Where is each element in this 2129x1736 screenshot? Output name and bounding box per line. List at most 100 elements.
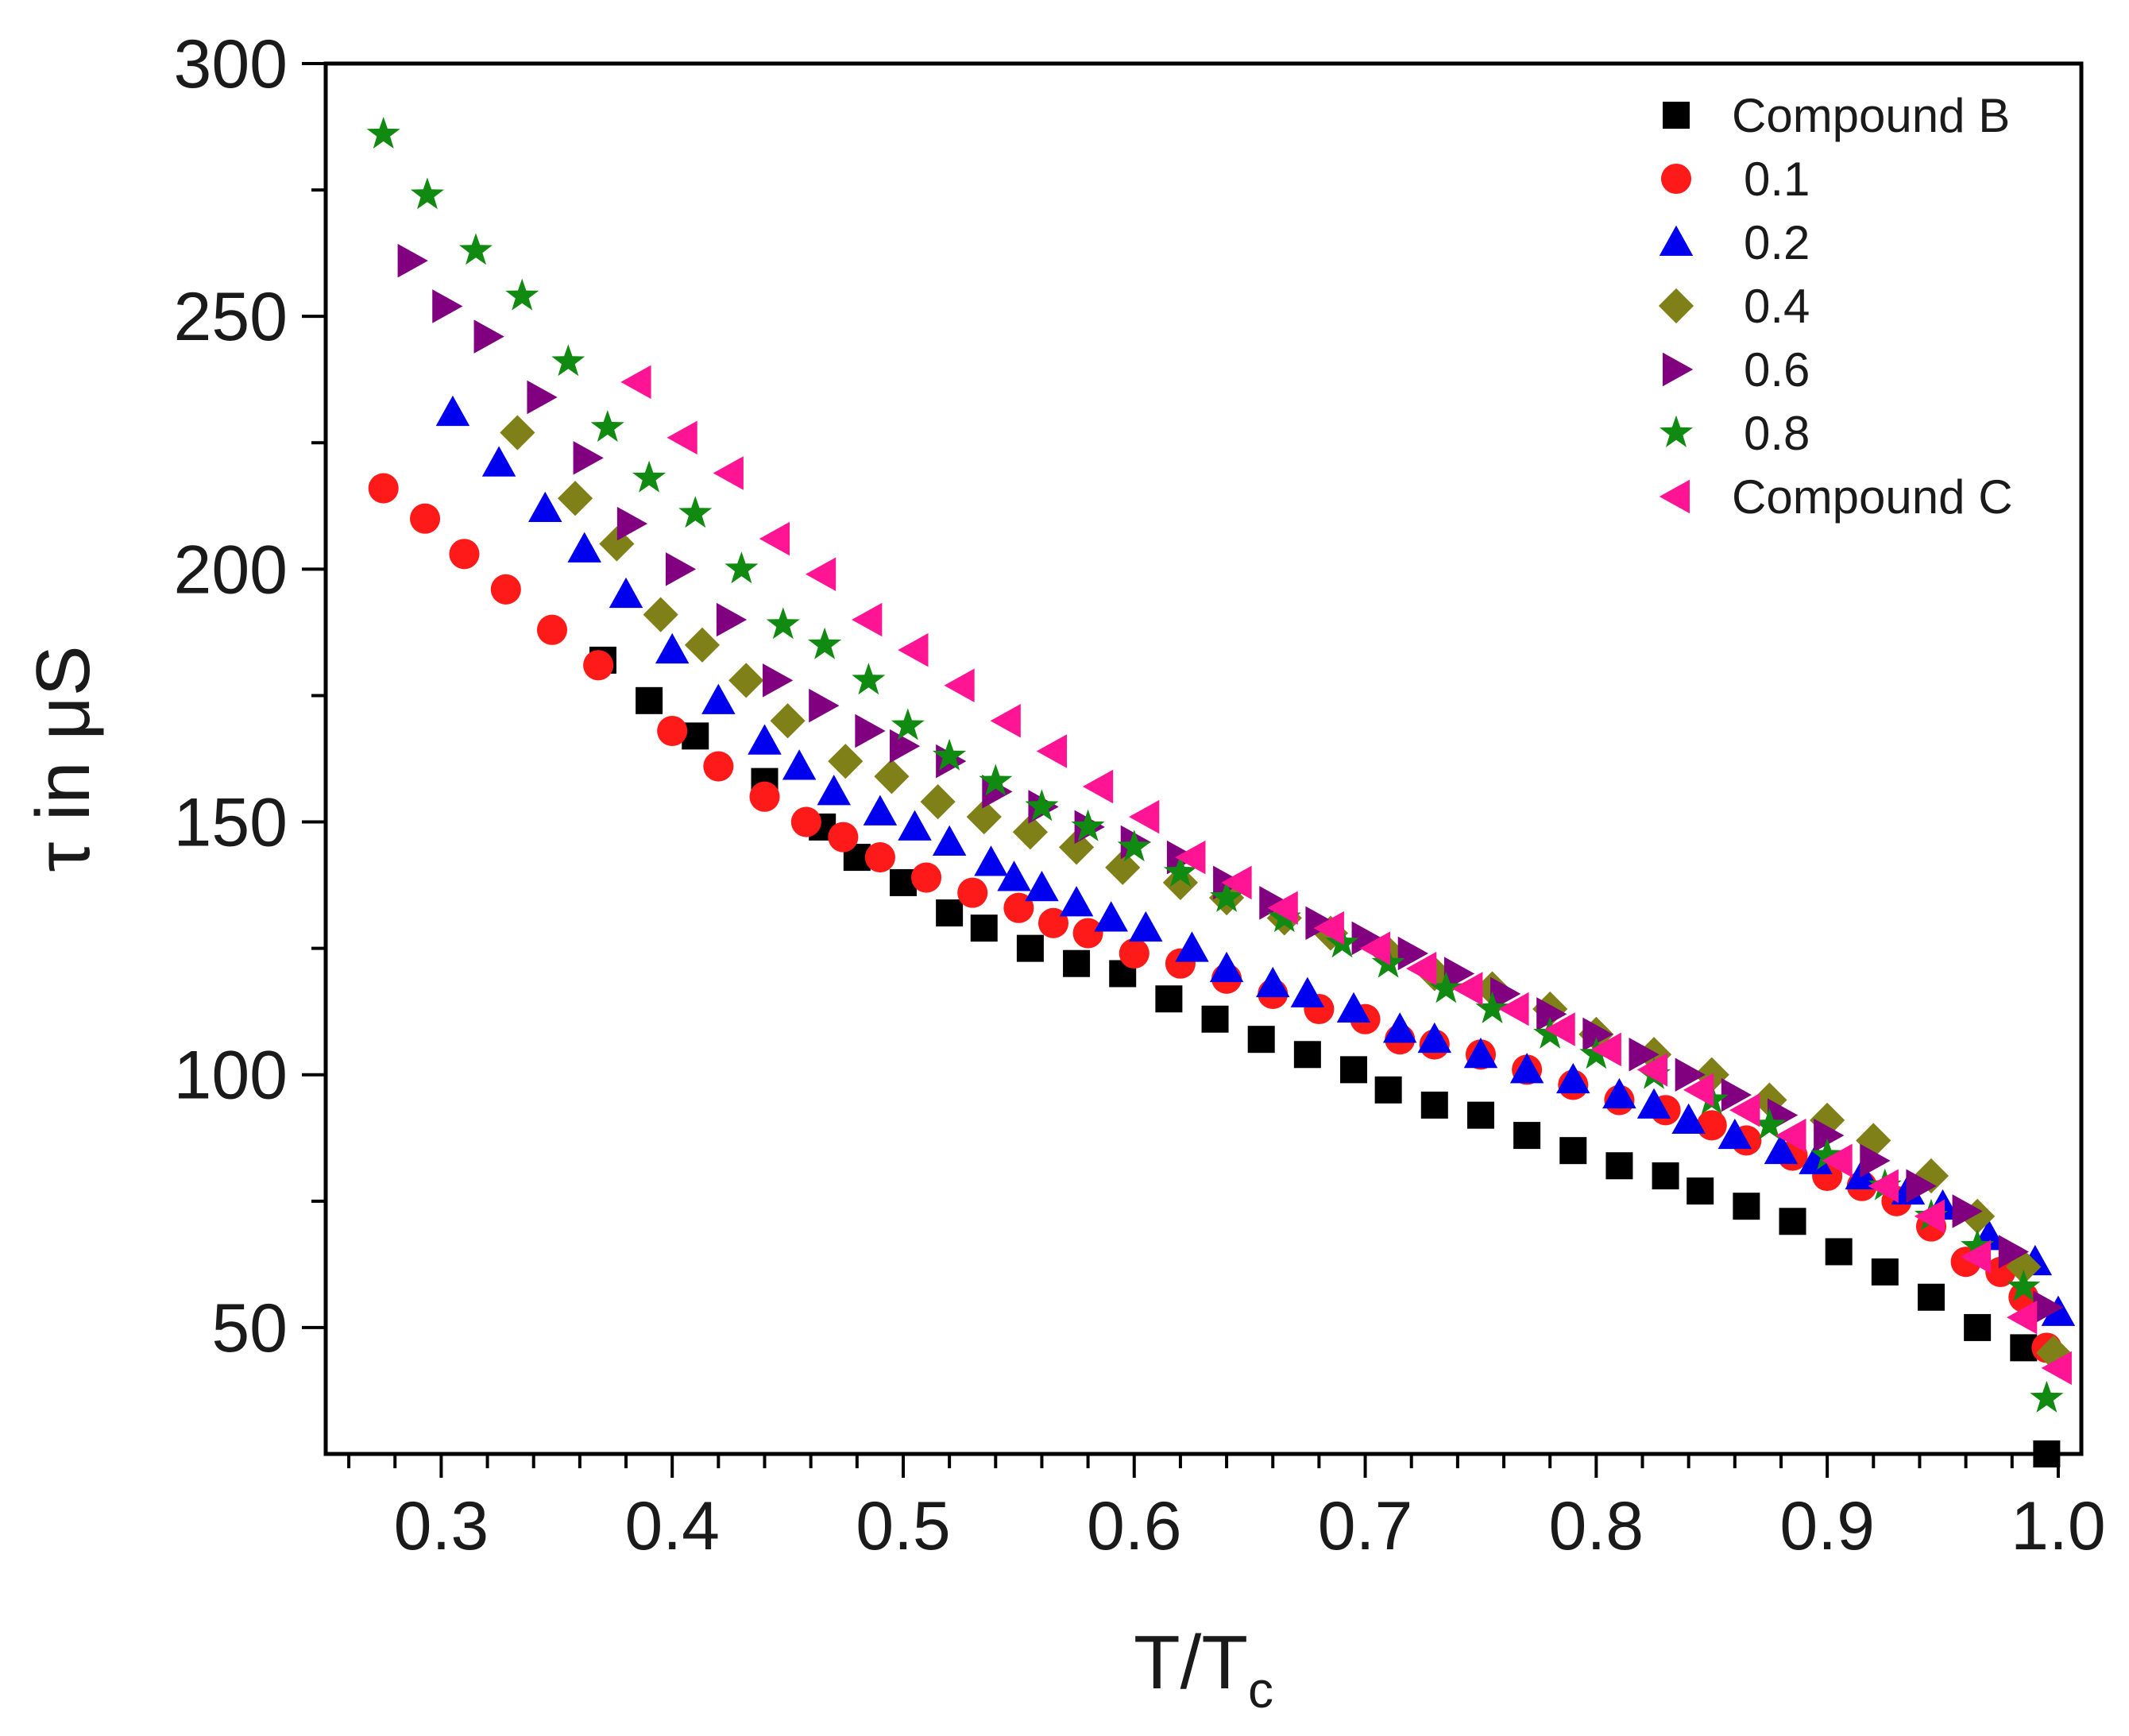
data-point (855, 713, 886, 748)
data-point (1652, 1162, 1679, 1189)
data-point (1860, 1143, 1891, 1178)
data-point (599, 526, 635, 562)
data-point (932, 825, 967, 856)
data-point (684, 627, 721, 663)
data-point (808, 627, 842, 659)
data-point (1382, 1012, 1417, 1043)
data-point (473, 319, 504, 354)
data-point (368, 473, 399, 504)
x-axis-title-subscript: c (1248, 1661, 1273, 1719)
data-point (1717, 1118, 1752, 1150)
data-point (459, 233, 493, 265)
data-point (1162, 864, 1199, 901)
data-point (410, 177, 444, 210)
data-point (1687, 1177, 1714, 1205)
data-point (2007, 1300, 2038, 1335)
series-0-4 (500, 415, 2072, 1371)
data-point (1810, 1138, 1845, 1170)
data-point (1420, 1091, 1448, 1119)
data-point (1675, 1057, 1706, 1092)
y-tick-label: 200 (174, 532, 288, 608)
data-point (397, 243, 428, 278)
data-point (536, 614, 568, 645)
data-point (809, 688, 840, 723)
y-tick-label: 300 (174, 26, 288, 102)
data-point (1058, 829, 1095, 865)
data-point (1119, 938, 1150, 969)
data-point (957, 877, 988, 908)
data-point (1012, 814, 1049, 850)
data-point (716, 602, 748, 637)
data-point (1917, 1283, 1945, 1311)
data-point (1466, 1101, 1494, 1129)
data-point (1452, 972, 1483, 1006)
data-point (1636, 1088, 1671, 1119)
data-point (1498, 992, 1529, 1027)
data-point (1964, 1313, 1992, 1341)
data-point (1129, 911, 1163, 942)
data-point (643, 597, 678, 632)
data-points (366, 117, 2076, 1467)
data-point (1016, 934, 1044, 962)
data-point (1764, 1133, 1799, 1165)
data-point (790, 806, 821, 837)
data-point (2030, 1380, 2064, 1413)
data-point (1602, 1077, 1636, 1109)
data-point (1105, 849, 1141, 885)
x-axis-title-main: T/T (1134, 1620, 1248, 1705)
data-point (1868, 1169, 1899, 1203)
data-point (1590, 1032, 1621, 1067)
data-point (701, 683, 736, 714)
y-tick-label: 250 (174, 279, 288, 355)
data-point (1579, 1037, 1613, 1069)
data-point (1336, 992, 1371, 1023)
legend-item: 0.4 (1658, 280, 1810, 333)
data-point (1636, 1053, 1668, 1087)
data-point (1559, 1137, 1587, 1165)
plot-area (323, 61, 2084, 1467)
data-point (805, 557, 837, 591)
x-tick-label: 1.0 (2011, 1488, 2106, 1564)
data-point (1417, 1022, 1452, 1054)
data-point (620, 365, 651, 400)
data-point (1799, 1143, 1833, 1174)
data-point (1906, 1169, 1937, 1203)
data-point (2041, 1295, 2076, 1326)
data-point (966, 799, 1002, 835)
data-point (1683, 1073, 1714, 1108)
y-axis: 50 100 150 200 250 300 (174, 26, 326, 1367)
data-point (944, 668, 975, 702)
legend-item: 0.6 (1663, 343, 1810, 396)
data-point (1374, 1076, 1402, 1104)
data-point (1825, 1238, 1853, 1266)
data-point (2033, 1290, 2064, 1324)
data-point (920, 783, 956, 820)
data-point (1351, 921, 1382, 956)
data-point (852, 602, 883, 637)
data-point (1582, 1017, 1613, 1052)
data-point (1513, 1122, 1541, 1150)
data-point (1729, 1093, 1760, 1127)
legend-marker (1659, 225, 1694, 256)
data-point (1305, 906, 1336, 941)
legend-marker (1659, 479, 1690, 514)
data-point (2041, 1351, 2072, 1386)
data-point (432, 289, 463, 323)
data-point (1443, 957, 1475, 991)
x-axis-title: T/Tc (1134, 1620, 1273, 1719)
data-point (567, 532, 601, 563)
data-point (1259, 886, 1290, 920)
legend-label: 0.2 (1744, 216, 1810, 269)
data-point (505, 278, 539, 311)
data-point (1025, 789, 1059, 822)
data-point (1961, 1229, 1995, 1261)
data-point (2033, 1440, 2061, 1467)
data-point (1775, 1118, 1806, 1153)
legend-marker (1660, 163, 1692, 195)
legend-marker (1663, 102, 1690, 129)
data-point (1129, 799, 1160, 834)
data-point (852, 663, 886, 695)
data-point (763, 663, 794, 698)
data-point (1255, 966, 1290, 998)
